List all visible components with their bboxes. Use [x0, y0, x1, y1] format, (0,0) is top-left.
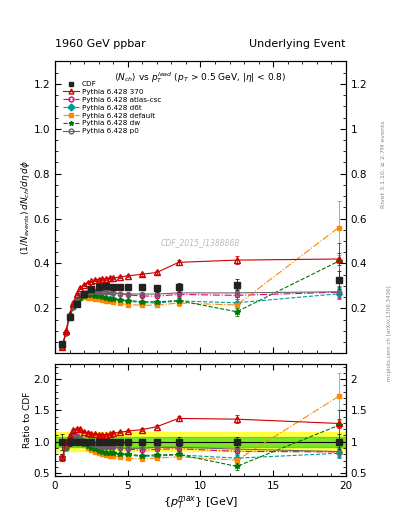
Bar: [55, 432, 346, 451]
Text: Underlying Event: Underlying Event: [249, 38, 346, 49]
Text: mcplots.cern.ch [arXiv:1306.3436]: mcplots.cern.ch [arXiv:1306.3436]: [387, 285, 391, 380]
Y-axis label: Ratio to CDF: Ratio to CDF: [23, 392, 32, 448]
Y-axis label: $(1/N_{events})\, dN_{ch}/d\eta\, d\phi$: $(1/N_{events})\, dN_{ch}/d\eta\, d\phi$: [19, 160, 32, 255]
Bar: [55, 437, 346, 447]
X-axis label: $\{p_T^{max}\}$ [GeV]: $\{p_T^{max}\}$ [GeV]: [163, 494, 238, 511]
Legend: CDF, Pythia 6.428 370, Pythia 6.428 atlas-csc, Pythia 6.428 d6t, Pythia 6.428 de: CDF, Pythia 6.428 370, Pythia 6.428 atla…: [62, 80, 163, 136]
Text: $\langle N_{ch}\rangle$ vs $p_T^{lead}$ ($p_T$ > 0.5 GeV, |$\eta$| < 0.8): $\langle N_{ch}\rangle$ vs $p_T^{lead}$ …: [114, 70, 286, 85]
Text: Rivet 3.1.10, ≥ 2.7M events: Rivet 3.1.10, ≥ 2.7M events: [381, 120, 386, 208]
Text: 1960 GeV ppbar: 1960 GeV ppbar: [55, 38, 146, 49]
Text: CDF_2015_I1388868: CDF_2015_I1388868: [161, 238, 240, 247]
